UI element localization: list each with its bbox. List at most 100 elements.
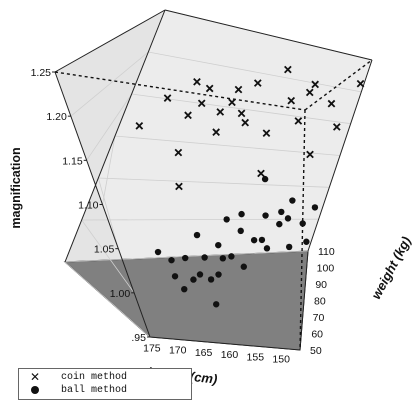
coin-point — [193, 77, 201, 86]
x-tick-label: 160 — [221, 349, 239, 361]
edge-front-right — [299, 109, 306, 351]
coin-point — [237, 109, 246, 118]
ball-point — [238, 210, 245, 218]
ball-point — [240, 263, 247, 270]
coin-point — [163, 94, 172, 102]
ball-point — [250, 236, 258, 244]
coin-point — [212, 128, 220, 136]
y-tick-label: 70 — [313, 312, 325, 324]
x-tick-label: 155 — [247, 351, 265, 363]
coin-point — [205, 84, 214, 93]
ball-point — [285, 243, 293, 251]
back-wall — [65, 10, 372, 262]
left-wall — [55, 10, 165, 337]
coin-point — [241, 118, 250, 127]
coin-point — [174, 148, 183, 157]
axes-layer — [52, 9, 373, 351]
coin-point — [306, 150, 314, 159]
floor-plane-top — [63, 250, 309, 351]
z-tick-label: 1.20 — [46, 111, 67, 123]
ball-point — [299, 220, 306, 227]
ball-point — [213, 301, 220, 308]
coin-point — [257, 169, 265, 178]
ball-point — [215, 241, 222, 249]
z-tick-label: 1.05 — [94, 244, 115, 256]
ball-point — [154, 248, 162, 256]
ball-point — [182, 254, 189, 262]
z-tick-label: 1.10 — [78, 200, 99, 212]
ball-point — [278, 208, 285, 216]
ball-point — [289, 197, 296, 204]
ball-point — [276, 220, 283, 228]
ball-point — [181, 285, 188, 293]
x-tick-label: 150 — [272, 354, 290, 366]
legend-label-coin: coin method — [61, 372, 128, 383]
ball-point — [207, 276, 215, 283]
legend-item-ball: ball method — [19, 384, 191, 397]
z-tick-label: .95 — [131, 332, 146, 344]
edge-back-right — [307, 59, 373, 252]
coin-point — [287, 96, 296, 105]
y-tick-label: 60 — [311, 329, 323, 341]
ball-point — [190, 276, 197, 283]
ball-point — [171, 273, 179, 280]
y-tick-label: 80 — [314, 296, 326, 308]
ball-point — [263, 245, 271, 252]
coin-point — [175, 182, 183, 191]
y-axis-title: weight (kg) — [368, 234, 413, 302]
ball-point — [223, 216, 230, 223]
ball-point — [168, 256, 175, 264]
edge-top-left — [54, 9, 166, 73]
ball-point — [303, 238, 310, 245]
z-tick-label: 1.15 — [62, 155, 83, 167]
ball-point — [258, 236, 266, 244]
x-tick-label: 165 — [195, 347, 213, 359]
coin-point — [216, 108, 225, 116]
x-marker-icon: ✕ — [29, 370, 41, 384]
coin-point — [184, 111, 192, 120]
z-tick-label: 1.25 — [31, 67, 52, 79]
ball-point — [201, 254, 208, 261]
ball-point — [237, 227, 244, 235]
y-tick-label: 100 — [317, 263, 335, 275]
ball-point — [311, 204, 319, 211]
ball-point — [261, 175, 269, 183]
coin-point — [228, 98, 236, 107]
edge-back-left — [64, 9, 166, 263]
z-tick-label: 1.00 — [110, 288, 131, 300]
edge-top-back — [164, 9, 373, 61]
coin-point — [294, 117, 303, 125]
ball-point — [228, 253, 235, 260]
ball-point — [262, 212, 269, 219]
z-axis-title: magnification — [9, 147, 23, 228]
coin-point — [305, 88, 314, 97]
coin-point — [332, 123, 341, 131]
coin-point — [135, 122, 144, 130]
coin-point — [356, 79, 365, 88]
coin-point — [327, 99, 336, 108]
y-tick-label: 50 — [310, 345, 322, 357]
legend-item-coin: ✕ coin method — [19, 371, 191, 384]
marks-layer — [135, 65, 365, 308]
y-tick-label: 90 — [315, 279, 327, 291]
ball-point — [215, 271, 222, 278]
coin-point — [253, 79, 262, 87]
ball-point — [196, 271, 204, 278]
edge-top-front — [54, 71, 306, 111]
x-tick-label: 175 — [143, 342, 161, 354]
x-tick-label: 170 — [169, 345, 187, 357]
dot-marker-icon — [29, 384, 41, 396]
ball-point — [193, 231, 201, 239]
coin-point — [262, 129, 271, 138]
y-tick-label: 110 — [318, 246, 335, 258]
ball-point — [284, 215, 292, 222]
legend: ✕ coin method ball method — [18, 368, 192, 400]
coin-point — [311, 80, 320, 89]
edge-top-right — [304, 59, 373, 111]
coin-point — [197, 99, 206, 108]
legend-label-ball: ball method — [61, 385, 128, 396]
ball-point — [219, 255, 227, 262]
coin-point — [234, 85, 243, 94]
coin-point — [284, 65, 292, 74]
